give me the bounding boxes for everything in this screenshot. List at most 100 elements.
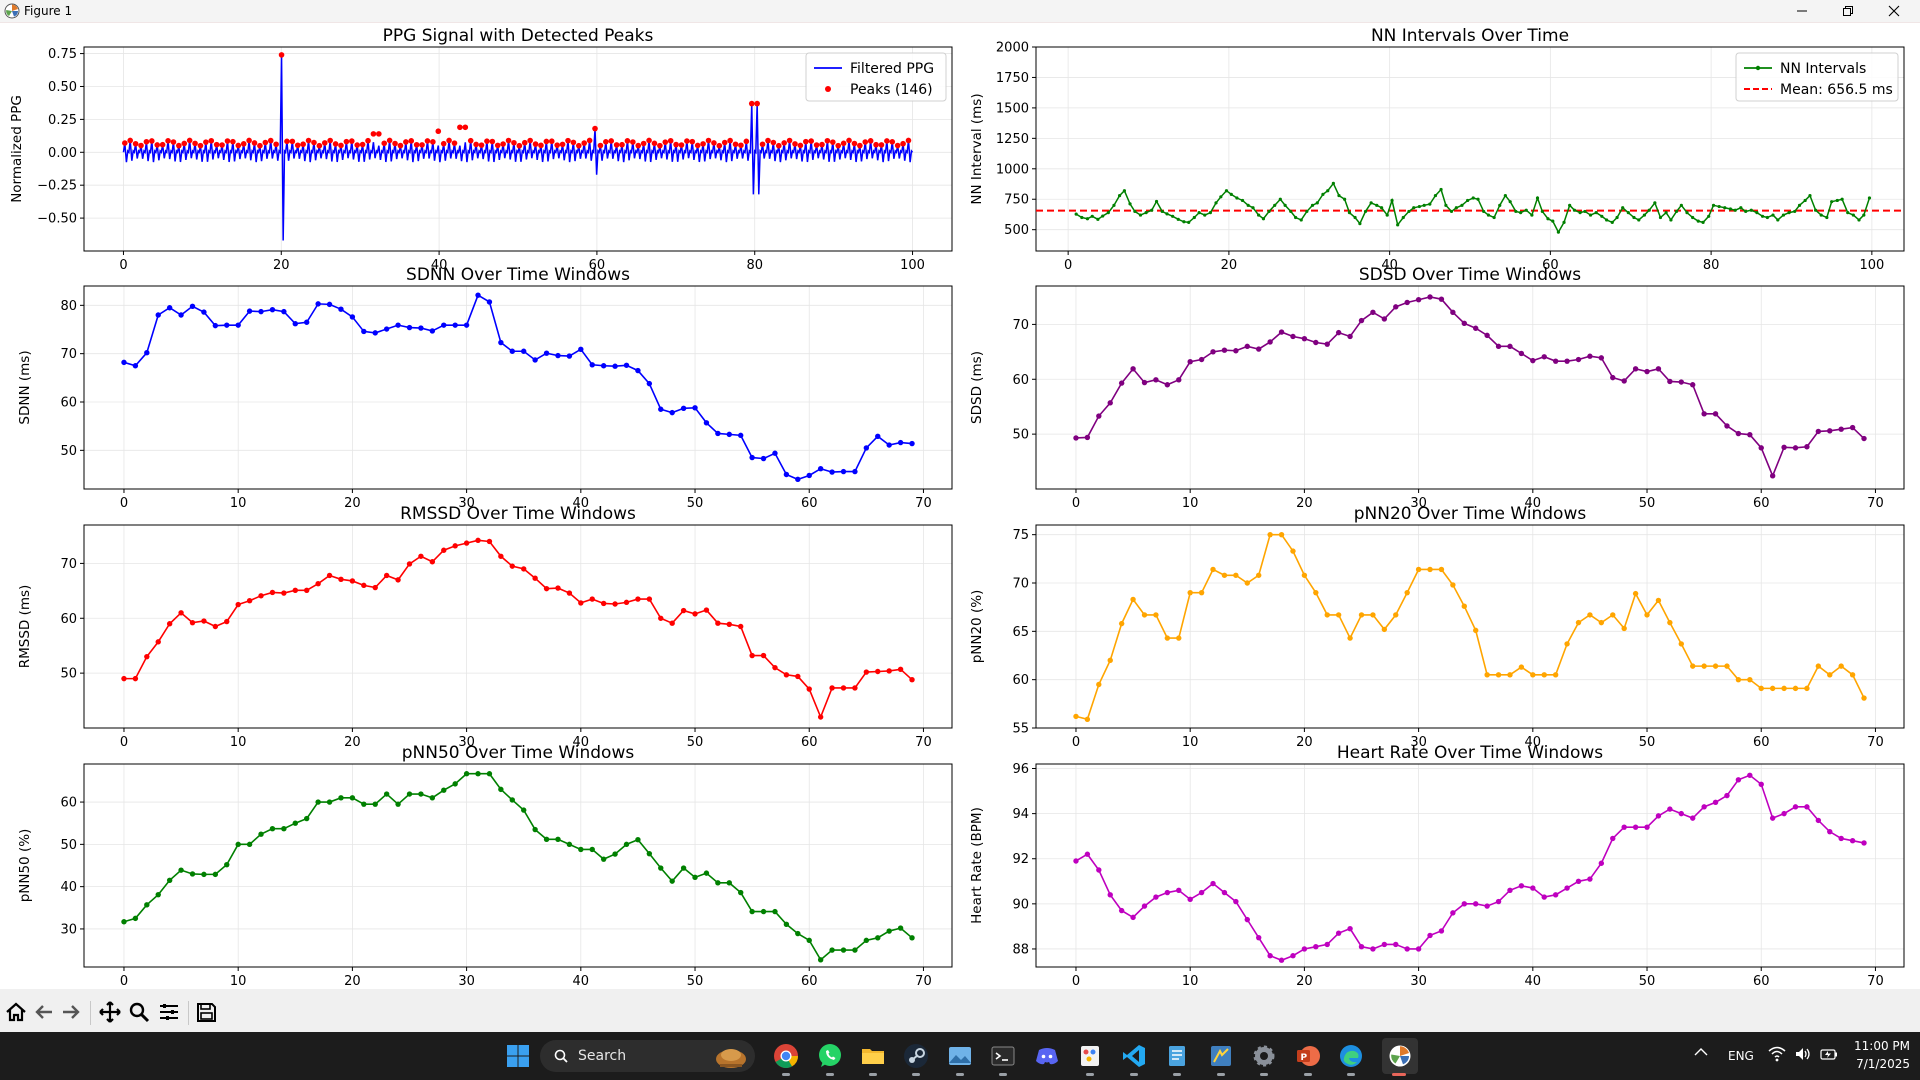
data-point (543, 350, 550, 356)
nn-point (1369, 201, 1373, 205)
data-point (829, 685, 835, 691)
taskbar-app-python[interactable] (1205, 1040, 1237, 1076)
data-point (578, 600, 584, 606)
taskbar-app-chrome[interactable] (770, 1040, 802, 1076)
nn-point (1588, 213, 1593, 217)
data-point (1176, 635, 1182, 641)
peak-marker (662, 139, 669, 145)
taskbar-app-photos[interactable] (944, 1040, 976, 1076)
data-point (1861, 435, 1867, 442)
x-tick-label: 70 (1867, 735, 1884, 750)
peak-marker (786, 137, 793, 144)
nn-point (1299, 218, 1303, 222)
peak-marker (527, 137, 533, 144)
data-point (1758, 445, 1764, 451)
y-axis-label: pNN50 (%) (17, 829, 33, 903)
data-point (1404, 299, 1410, 306)
taskbar-app-powerpoint[interactable]: P (1292, 1040, 1324, 1076)
data-point (760, 908, 767, 915)
data-point (1678, 641, 1684, 647)
clock-date[interactable]: 7/1/2025 (1856, 1057, 1910, 1071)
data-point (909, 677, 915, 683)
minimize-button[interactable] (1780, 0, 1824, 22)
taskbar-app-file-explorer[interactable] (857, 1040, 889, 1076)
data-point (1838, 663, 1844, 669)
data-point (1084, 434, 1091, 441)
sdnn-line (123, 294, 913, 481)
data-point (418, 553, 424, 559)
taskbar-search-box[interactable]: Search (540, 1040, 755, 1072)
figure-canvas[interactable]: 0 20 40 60 80 100 −0.50 −0.25 0.00 0.25 0.50 0.75 PP… (0, 23, 1920, 989)
data-point (246, 598, 253, 604)
battery-status[interactable] (1820, 1046, 1838, 1065)
language-indicator[interactable]: ENG (1728, 1049, 1754, 1063)
y-tick-label: 55 (1012, 722, 1029, 737)
taskbar-app-settings[interactable] (1248, 1040, 1280, 1076)
peak-marker (640, 140, 647, 147)
configure-subplots-button[interactable] (156, 999, 182, 1025)
data-point (817, 714, 824, 720)
peak-marker (467, 137, 474, 144)
data-point (452, 781, 458, 787)
data-point (772, 664, 778, 671)
pan-button[interactable] (97, 999, 123, 1025)
peak-marker (765, 137, 771, 144)
forward-button[interactable] (58, 999, 84, 1025)
data-point (1769, 685, 1776, 692)
data-point (806, 937, 812, 944)
peak-marker (289, 138, 296, 145)
volume-status[interactable] (1794, 1046, 1812, 1065)
peak-marker (440, 140, 447, 147)
nn-point (1192, 215, 1196, 220)
data-point (658, 406, 664, 412)
legend: NN Intervals Mean: 656.5 ms (1735, 52, 1899, 102)
nn-point (1857, 218, 1861, 222)
data-point (1587, 876, 1593, 882)
data-point (589, 846, 595, 853)
clock-time[interactable]: 11:00 PM (1854, 1039, 1910, 1053)
chart-title: pNN20 Over Time Windows (1354, 504, 1587, 524)
taskbar-app-notepad[interactable] (1161, 1040, 1193, 1076)
close-button[interactable] (1872, 0, 1916, 22)
taskbar-app-edge[interactable] (1335, 1040, 1367, 1076)
data-point (395, 577, 401, 583)
taskbar-app-terminal[interactable] (987, 1040, 1019, 1076)
peak-marker (332, 141, 339, 147)
nn-point (1647, 208, 1651, 212)
tray-overflow-button[interactable] (1694, 1046, 1708, 1060)
zoom-button[interactable] (126, 999, 152, 1025)
peak-marker (894, 142, 901, 149)
peak-marker (819, 141, 825, 148)
nn-point (1669, 218, 1673, 222)
x-tick-label: 0 (119, 258, 127, 273)
data-point (1655, 366, 1662, 372)
data-point (304, 319, 310, 325)
taskbar-app-matplotlib[interactable] (1382, 1038, 1418, 1076)
save-button[interactable] (193, 999, 219, 1025)
taskbar-app-whatsapp[interactable] (814, 1040, 846, 1076)
network-status[interactable] (1768, 1046, 1786, 1065)
start-button[interactable] (502, 1040, 534, 1072)
nn-point (1728, 207, 1732, 211)
data-point (1621, 824, 1627, 830)
back-button[interactable] (31, 999, 57, 1025)
running-indicator (912, 1073, 920, 1076)
home-button[interactable] (3, 999, 29, 1025)
data-point (600, 856, 607, 862)
taskbar-app-paint[interactable] (1074, 1040, 1106, 1076)
restore-button[interactable] (1826, 0, 1870, 22)
taskbar-app-steam[interactable] (900, 1040, 932, 1076)
peak-marker (657, 142, 663, 149)
peak-marker (370, 131, 377, 137)
data-point (1598, 860, 1605, 866)
y-tick-label: 0.50 (48, 80, 77, 95)
peak-marker (321, 140, 328, 146)
peak-marker (797, 142, 804, 149)
peak-marker (403, 139, 409, 145)
taskbar-app-vscode[interactable] (1118, 1040, 1150, 1076)
peak-marker (392, 140, 398, 147)
taskbar-app-discord[interactable] (1031, 1040, 1063, 1072)
data-point (429, 328, 436, 334)
nn-point (1246, 203, 1250, 207)
nn-point (1257, 213, 1261, 217)
